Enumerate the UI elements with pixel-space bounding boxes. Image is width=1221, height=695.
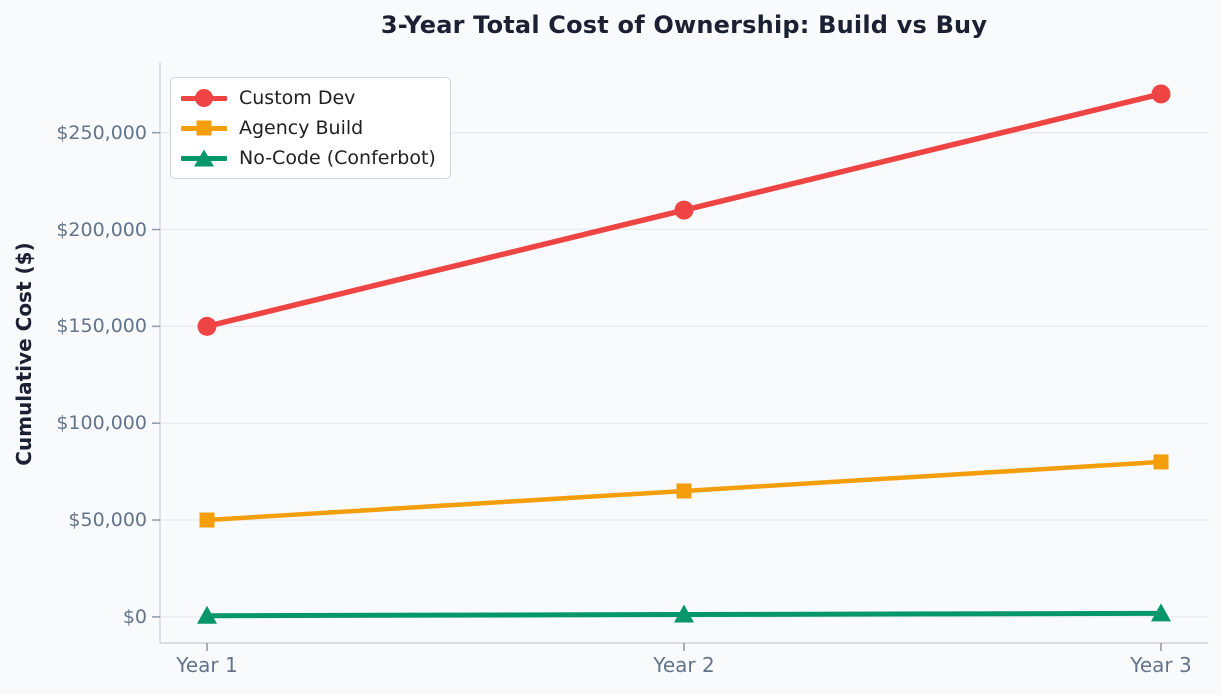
marker-square-agency-build — [676, 483, 692, 499]
legend-item-custom-dev: Custom Dev — [181, 83, 436, 113]
x-tick-label: Year 1 — [176, 653, 238, 677]
legend-label: No-Code (Conferbot) — [239, 147, 436, 169]
marker-circle-custom-dev — [1151, 84, 1171, 104]
marker-circle-custom-dev — [674, 200, 694, 220]
y-tick-label: $0 — [122, 605, 147, 628]
y-tick-label: $200,000 — [56, 218, 147, 241]
x-tick-label: Year 2 — [653, 653, 715, 677]
legend-item-no-code: No-Code (Conferbot) — [181, 143, 436, 173]
y-tick-label: $150,000 — [56, 315, 147, 338]
marker-square-agency-build — [1153, 454, 1169, 470]
line-marker-sample-icon — [181, 87, 227, 109]
marker-triangle-no-code-conferbot — [1151, 603, 1171, 622]
x-tick-label: Year 3 — [1130, 653, 1192, 677]
y-tick-label: $250,000 — [56, 121, 147, 144]
legend: Custom Dev Agency Build No-Code (Conferb… — [170, 77, 451, 179]
marker-triangle-no-code-conferbot — [197, 605, 217, 624]
chart-title: 3-Year Total Cost of Ownership: Build vs… — [380, 11, 988, 39]
legend-label: Custom Dev — [239, 87, 356, 109]
marker-circle-custom-dev — [197, 316, 217, 336]
line-marker-sample-icon — [181, 117, 227, 139]
legend-item-agency-build: Agency Build — [181, 113, 436, 143]
line-marker-sample-icon — [181, 147, 227, 169]
y-tick-label: $50,000 — [68, 509, 147, 532]
legend-label: Agency Build — [239, 117, 364, 139]
marker-square-agency-build — [199, 512, 215, 528]
y-tick-label: $100,000 — [56, 412, 147, 435]
marker-triangle-no-code-conferbot — [674, 604, 694, 623]
